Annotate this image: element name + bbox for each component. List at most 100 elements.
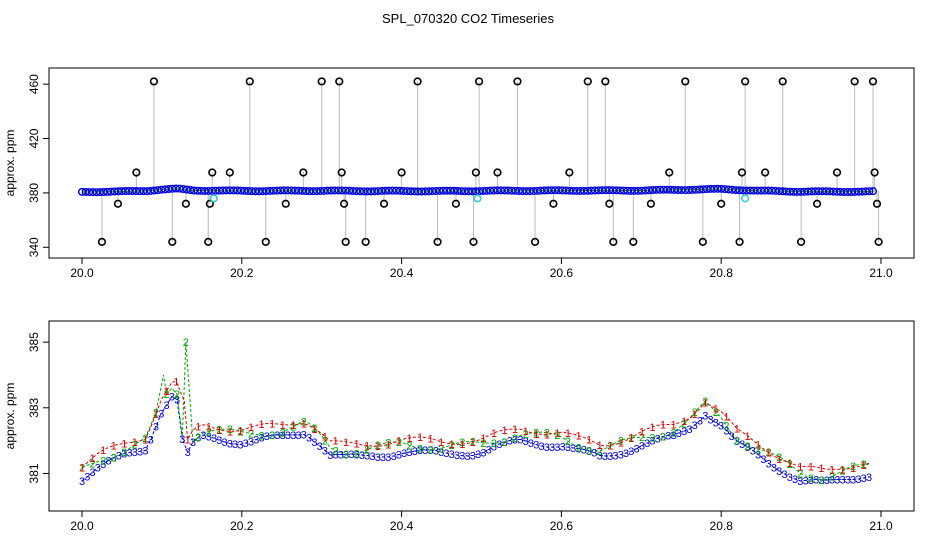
outlier-point [796,237,806,246]
figure-title: SPL_070320 CO2 Timeseries [382,11,554,26]
top-x-tick-label: 20.6 [550,266,574,280]
series-3-marker: 3 [364,451,370,463]
series-3-marker: 3 [586,446,592,458]
series-3-marker: 3 [216,435,222,447]
series-1-marker: 1 [206,421,212,433]
series-3-marker: 3 [501,437,507,449]
outlier-point [471,168,481,177]
outlier-point [778,77,787,86]
series-1-marker: 1 [111,441,117,453]
series-3-marker: 3 [581,444,587,456]
series-3-marker: 3 [132,447,138,459]
outlier-point [874,237,883,246]
series-2-marker: 2 [808,473,814,485]
outlier-point [181,199,190,208]
series-3-marker: 3 [343,449,349,461]
series-2-marker: 2 [512,433,518,445]
series-2-marker: 2 [776,452,782,464]
series-3-marker: 3 [422,445,428,457]
bottom-y-axis-label: approx. ppm [3,383,17,450]
series-3-marker: 3 [570,443,576,455]
series-3-marker: 3 [665,430,671,442]
top-y-tick-label: 380 [27,183,41,203]
outlier-point [341,237,350,246]
outlier-point [493,168,502,177]
top-x-tick-label: 20.2 [230,266,254,280]
series-3-marker: 3 [734,436,740,448]
series-2-marker: 2 [787,459,793,471]
series-2-marker: 2 [216,425,222,437]
series-3-marker: 3 [692,420,698,432]
series-1-marker: 1 [575,431,581,443]
series-2-marker: 2 [132,440,138,452]
series-3-marker: 3 [465,451,471,463]
series-3-marker: 3 [544,442,550,454]
series-1-marker: 1 [311,424,317,436]
bottom-x-tick-label: 21.0 [869,519,893,533]
series-3-marker: 3 [634,444,640,456]
series-2-marker: 2 [280,427,286,439]
series-3-marker: 3 [285,430,291,442]
top-panel: 20.0 20.2 20.4 20.6 20.8 21.0 340 380 420 460 app… [3,67,915,280]
series-1-marker: 1 [248,422,254,434]
series-3-marker: 3 [195,432,201,444]
series-3-marker: 3 [417,445,423,457]
series-3-marker: 3 [713,418,719,430]
top-y-axis-label: approx. ppm [3,130,17,197]
series-3-marker: 3 [776,466,782,478]
outlier-point [868,77,878,86]
top-y-tick-label: 340 [27,237,41,257]
series-3-marker: 3 [496,439,502,451]
series-1-marker: 1 [840,464,846,476]
series-1-marker: 1 [671,420,677,432]
series-2-marker: 2 [660,431,666,443]
top-x-tick-label: 21.0 [869,266,893,280]
series-3-marker: 3 [248,436,254,448]
series-3-marker: 3 [612,450,618,462]
series-3-marker: 3 [185,447,191,459]
outlier-point [601,77,610,86]
series-3-marker: 3 [79,476,85,488]
series-3-marker: 3 [375,452,381,464]
series-3-marker: 3 [855,474,861,486]
series-3-marker: 3 [618,450,624,462]
series-1-marker: 1 [618,438,624,450]
series-2-marker: 2 [417,444,423,456]
series-2-marker: 2 [385,437,391,449]
series-1-marker: 1 [533,429,539,441]
series-1-marker: 1 [850,463,856,475]
series-3-marker: 3 [227,438,233,450]
outlier-point [451,199,461,208]
flagged-point [741,194,750,203]
series-1-marker: 1 [723,412,729,424]
series-1-marker: 1 [375,441,381,453]
outlier-point [469,237,478,246]
series-2-marker: 2 [183,337,189,349]
series-3-marker: 3 [158,408,164,420]
top-axes: 20.0 20.2 20.4 20.6 20.8 21.0 340 380 420 460 [27,74,893,280]
series-3-marker: 3 [142,445,148,457]
outlier-point [299,168,308,177]
outlier-point [205,199,214,208]
series-3-marker: 3 [834,474,840,486]
series-3-marker: 3 [797,476,803,488]
series-1-marker: 1 [237,426,243,438]
series-1-marker: 1 [512,424,518,436]
series-1-marker: 1 [227,426,233,438]
outlier-point [549,199,558,208]
series-3-marker: 3 [412,446,418,458]
series-2-marker: 2 [829,472,835,484]
series-3-marker: 3 [454,450,460,462]
series-2-marker: 2 [734,436,740,448]
series-2-marker: 2 [290,422,296,434]
series-3-marker: 3 [607,451,613,463]
bottom-y-tick-label: 385 [27,332,41,352]
series-3-marker: 3 [179,434,185,446]
series-3-marker: 3 [396,450,402,462]
outlier-point [717,199,726,208]
series-2-marker: 2 [269,430,275,442]
series-3-marker: 3 [528,438,534,450]
series-3-marker: 3 [818,475,824,487]
series-2-marker: 2 [544,428,550,440]
